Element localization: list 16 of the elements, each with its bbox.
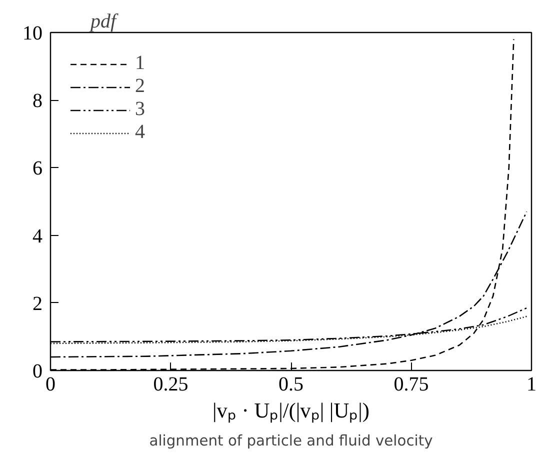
legend-label: 2 bbox=[135, 75, 146, 98]
y-axis-title: pdf bbox=[88, 10, 118, 32]
legend-label: 4 bbox=[135, 121, 146, 144]
x-tick-label: 1 bbox=[526, 374, 536, 396]
x-tick-label: 0.25 bbox=[153, 374, 188, 396]
y-tick-label: 2 bbox=[32, 292, 42, 315]
y-tick-label: 10 bbox=[22, 22, 42, 44]
x-axis-title: |vₚ · Uₚ|/(|vₚ| |Uₚ|) bbox=[212, 398, 370, 424]
y-tick-label: 4 bbox=[32, 225, 42, 248]
legend-label: 3 bbox=[135, 98, 146, 121]
y-tick-label: 6 bbox=[32, 158, 42, 180]
y-tick-label: 8 bbox=[32, 90, 42, 112]
legend-label: 1 bbox=[135, 52, 146, 75]
x-tick-label: 0.5 bbox=[278, 374, 304, 396]
x-tick-label: 0.75 bbox=[394, 374, 429, 396]
text: alignment of particle and fluid velocity bbox=[149, 432, 434, 450]
